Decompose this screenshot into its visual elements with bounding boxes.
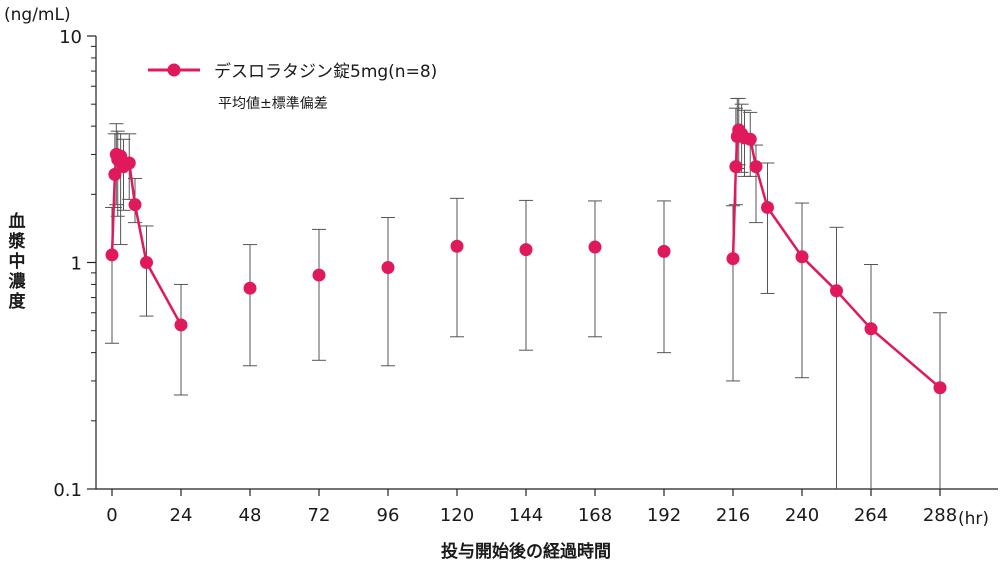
y-axis-title-char: 血 <box>9 211 26 232</box>
legend-sublabel: 平均値±標準偏差 <box>218 96 328 112</box>
x-tick-label: 240 <box>785 505 819 526</box>
data-point <box>933 381 947 395</box>
error-bars <box>105 97 947 489</box>
data-point <box>519 243 533 257</box>
data-point <box>114 149 128 163</box>
data-point <box>795 250 809 264</box>
data-point <box>312 268 326 282</box>
legend: デスロラタジン錠5mg(n=8) 平均値±標準偏差 <box>148 61 437 112</box>
error-bar <box>450 197 464 338</box>
data-point <box>657 244 671 258</box>
data-point <box>381 261 395 275</box>
data-point <box>105 248 119 262</box>
x-tick-label: 216 <box>716 505 750 526</box>
data-point <box>108 167 122 181</box>
y-unit-label: (ng/mL) <box>4 5 71 25</box>
x-tick-label: 264 <box>854 505 888 526</box>
data-point <box>743 132 757 146</box>
data-point <box>122 156 136 170</box>
x-tick-label: 48 <box>239 505 262 526</box>
data-point <box>830 284 843 298</box>
error-bar <box>174 283 188 396</box>
y-tick-label: 10 <box>59 27 82 48</box>
error-bar <box>381 217 395 367</box>
y-tick-label: 0.1 <box>53 480 82 501</box>
legend-marker <box>167 63 181 77</box>
data-point <box>864 322 878 336</box>
data-point <box>174 318 188 332</box>
x-unit-label: (hr) <box>958 509 989 529</box>
x-tick-label: 168 <box>578 505 612 526</box>
error-bar <box>243 244 257 367</box>
error-bar <box>760 162 775 294</box>
y-axis-title-char: 漿 <box>8 231 26 252</box>
data-point <box>729 160 743 174</box>
y-axis-title-char: 度 <box>9 291 27 312</box>
x-tick-label: 120 <box>440 505 474 526</box>
x-tick-label: 24 <box>170 505 193 526</box>
error-bar <box>864 263 878 489</box>
error-bar <box>657 200 671 354</box>
data-point <box>588 240 602 254</box>
data-point <box>140 256 153 269</box>
data-point <box>761 200 774 214</box>
data-point <box>450 239 464 253</box>
error-bar <box>519 199 533 351</box>
legend-label: デスロラタジン錠5mg(n=8) <box>214 61 437 82</box>
x-tick-label: 288 <box>923 505 957 526</box>
data-point <box>749 160 763 174</box>
data-point <box>128 198 142 212</box>
x-tick-label: 144 <box>509 505 543 526</box>
y-tick-label: 1 <box>71 254 82 275</box>
error-bar <box>312 228 326 361</box>
error-bar <box>795 202 809 379</box>
axes: 0.1 1 10 0 24 48 72 96 120 144 168 192 216 240 264 288 <box>53 27 998 526</box>
data-point <box>243 281 257 295</box>
error-bar <box>588 200 602 338</box>
x-tick-label: 0 <box>106 505 117 526</box>
error-bar <box>829 226 844 489</box>
x-axis-title: 投与開始後の経過時間 <box>441 541 611 561</box>
error-bar <box>933 312 947 489</box>
y-axis-title-char: 濃 <box>9 271 27 292</box>
data-point <box>726 252 740 266</box>
y-axis-title-char: 中 <box>9 251 26 272</box>
x-tick-label: 192 <box>647 505 681 526</box>
x-tick-label: 72 <box>308 505 331 526</box>
x-tick-label: 96 <box>377 505 400 526</box>
series-points <box>105 123 947 395</box>
error-bar <box>139 225 154 317</box>
